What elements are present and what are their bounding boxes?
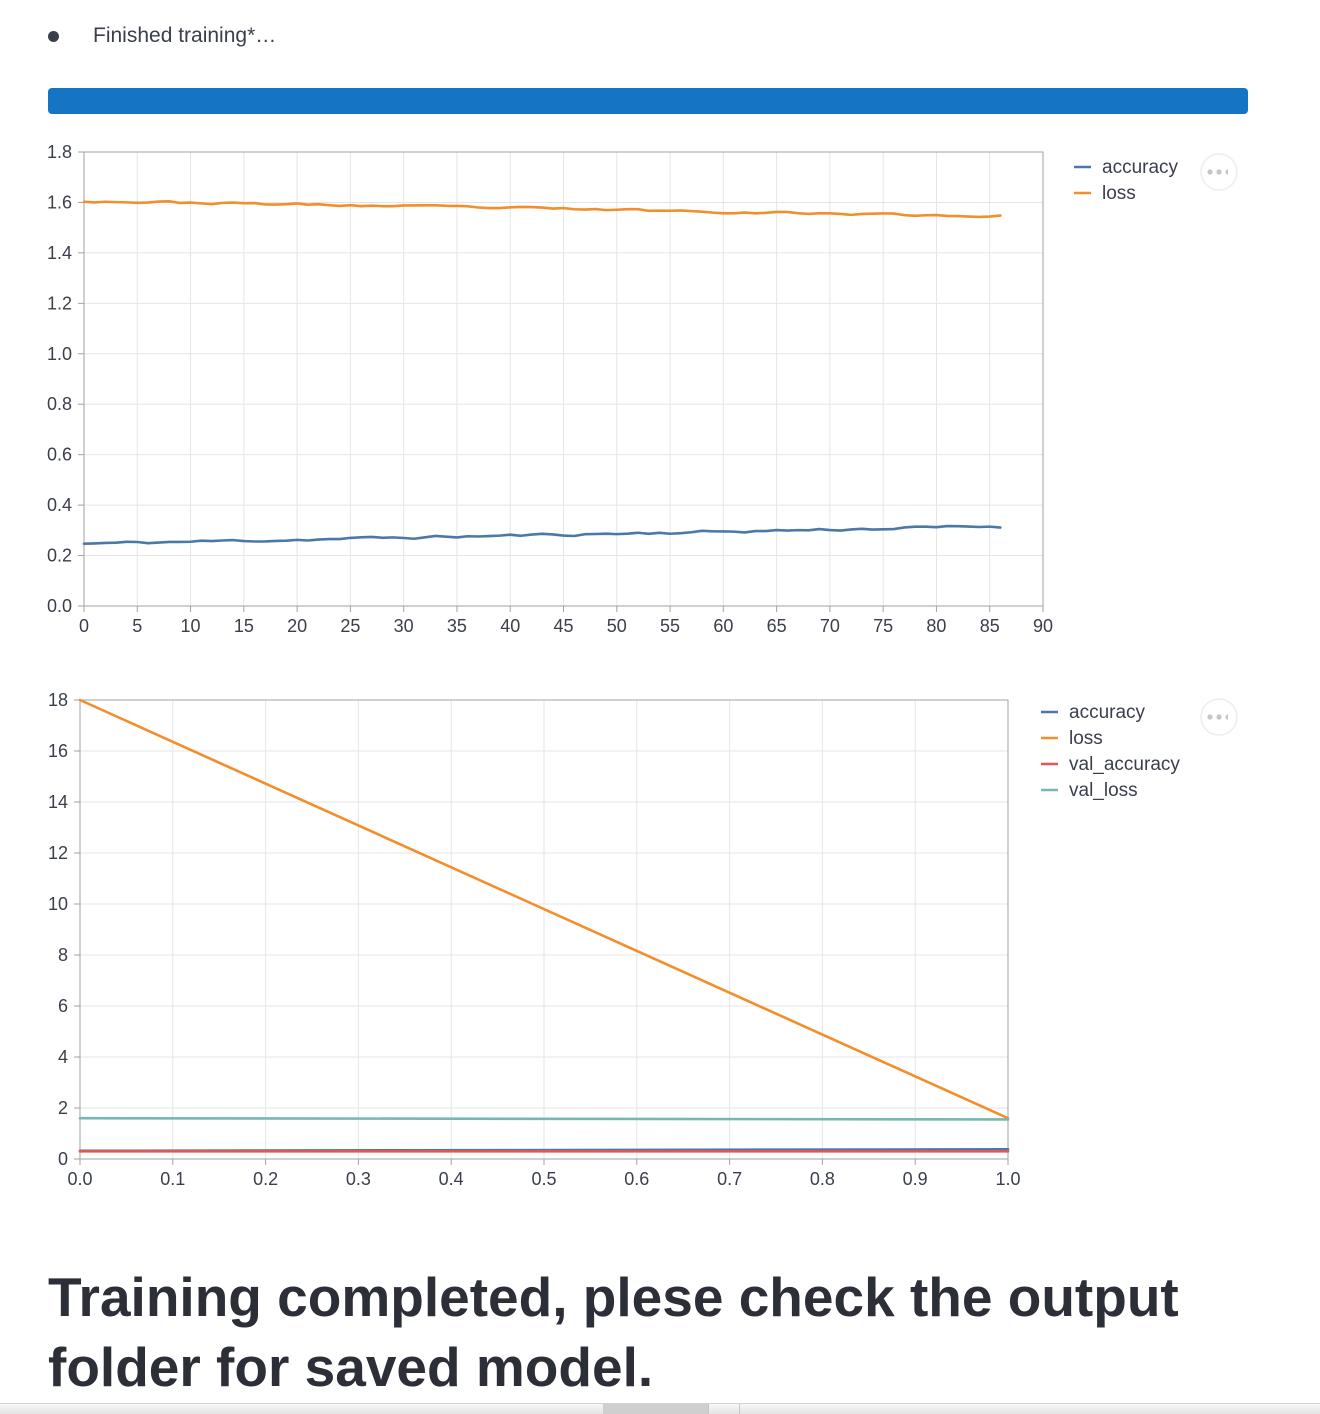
svg-text:0: 0 [58,1149,68,1169]
svg-text:90: 90 [1033,616,1053,636]
svg-text:18: 18 [48,690,68,710]
svg-text:15: 15 [234,616,254,636]
svg-text:10: 10 [48,894,68,914]
svg-text:30: 30 [394,616,414,636]
svg-text:loss: loss [1069,728,1103,749]
svg-text:85: 85 [980,616,1000,636]
svg-text:16: 16 [48,741,68,761]
svg-text:0.5: 0.5 [531,1169,556,1189]
svg-text:accuracy: accuracy [1102,157,1179,178]
svg-text:0.7: 0.7 [717,1169,742,1189]
svg-text:8: 8 [58,945,68,965]
svg-text:65: 65 [767,616,787,636]
svg-text:0.8: 0.8 [47,394,72,414]
svg-text:10: 10 [181,616,201,636]
svg-text:1.4: 1.4 [47,243,72,263]
svg-text:0.1: 0.1 [160,1169,185,1189]
svg-text:14: 14 [48,792,68,812]
svg-text:12: 12 [48,843,68,863]
svg-text:0: 0 [79,616,89,636]
svg-text:1.8: 1.8 [47,142,72,162]
svg-text:2: 2 [58,1098,68,1118]
svg-text:val_loss: val_loss [1069,780,1138,801]
svg-text:4: 4 [58,1047,68,1067]
svg-text:55: 55 [660,616,680,636]
svg-text:0.9: 0.9 [903,1169,928,1189]
svg-text:1.2: 1.2 [47,293,72,313]
svg-text:1.6: 1.6 [47,192,72,212]
svg-text:0.2: 0.2 [47,546,72,566]
svg-text:45: 45 [553,616,573,636]
svg-text:60: 60 [713,616,733,636]
svg-text:75: 75 [873,616,893,636]
svg-text:0.0: 0.0 [67,1169,92,1189]
svg-text:50: 50 [607,616,627,636]
svg-text:val_accuracy: val_accuracy [1069,754,1180,775]
svg-text:0.0: 0.0 [47,596,72,616]
svg-text:0.8: 0.8 [810,1169,835,1189]
svg-text:0.4: 0.4 [439,1169,464,1189]
svg-text:0.6: 0.6 [624,1169,649,1189]
svg-text:25: 25 [340,616,360,636]
svg-text:20: 20 [287,616,307,636]
svg-text:accuracy: accuracy [1069,702,1146,723]
svg-text:80: 80 [926,616,946,636]
svg-text:0.6: 0.6 [47,445,72,465]
svg-text:70: 70 [820,616,840,636]
svg-text:0.4: 0.4 [47,495,72,515]
svg-text:6: 6 [58,996,68,1016]
svg-text:1.0: 1.0 [47,344,72,364]
svg-text:0.3: 0.3 [346,1169,371,1189]
svg-text:0.2: 0.2 [253,1169,278,1189]
svg-text:40: 40 [500,616,520,636]
svg-text:1.0: 1.0 [995,1169,1020,1189]
svg-text:5: 5 [132,616,142,636]
svg-text:loss: loss [1102,183,1136,204]
svg-text:35: 35 [447,616,467,636]
